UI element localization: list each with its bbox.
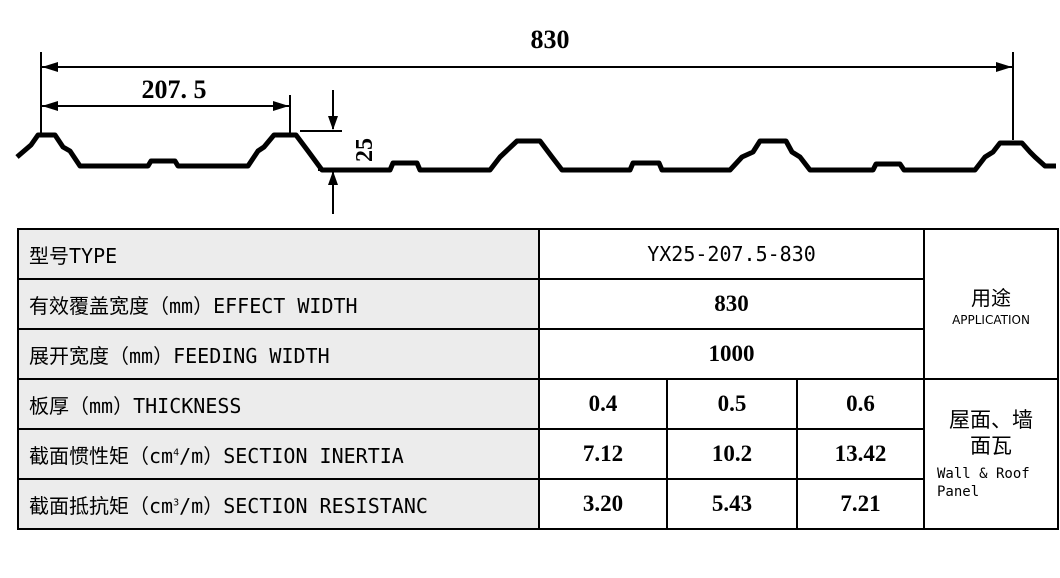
application-cn: 用途 (971, 285, 1011, 310)
resistance-label-pre: 截面抵抗矩（cm (29, 493, 174, 518)
thickness-value: 0.6 (796, 378, 925, 430)
application-cell: 用途 APPLICATION (923, 228, 1059, 380)
arrow-right-total (996, 62, 1012, 72)
inertia-label: 截面惯性矩（cm4/m）SECTION INERTIA (17, 428, 540, 480)
table-row-type: 型号TYPE YX25-207.5-830 用途 APPLICATION (17, 228, 1059, 380)
resistance-value: 3.20 (538, 478, 668, 530)
inertia-value: 10.2 (666, 428, 798, 480)
resistance-label: 截面抵抗矩（cm3/m）SECTION RESISTANC (17, 478, 540, 530)
dim-height-label: 25 (352, 138, 378, 162)
thickness-label: 板厚（mm）THICKNESS (17, 378, 540, 430)
dim-pitch-label: 207. 5 (142, 75, 207, 104)
inertia-value: 13.42 (796, 428, 925, 480)
height-arrow-top (328, 116, 338, 130)
resistance-value: 7.21 (796, 478, 925, 530)
usage-en: Wall & Roof Panel (937, 466, 1030, 500)
table-row-feeding-width: 展开宽度（mm）FEEDING WIDTH 1000 (17, 328, 1058, 380)
spec-table: 型号TYPE YX25-207.5-830 用途 APPLICATION 有效覆… (17, 228, 1059, 530)
inertia-label-pre: 截面惯性矩（cm (29, 443, 174, 468)
type-value: YX25-207.5-830 (538, 228, 925, 280)
inertia-label-post: /m）SECTION INERTIA (179, 443, 404, 468)
dim-total-label: 830 (531, 25, 570, 54)
resistance-label-post: /m）SECTION RESISTANC (179, 493, 428, 518)
feeding-width-label: 展开宽度（mm）FEEDING WIDTH (17, 328, 540, 380)
resistance-label-sup: 3 (173, 496, 180, 508)
feeding-width-value: 1000 (538, 328, 925, 380)
table-row-resistance: 截面抵抗矩（cm3/m）SECTION RESISTANC 3.20 5.43 … (17, 478, 1058, 530)
profile-drawing: 830 207. 5 25 (15, 25, 1056, 214)
usage-cn-line1: 屋面、墙 (949, 408, 1033, 432)
usage-cell: 屋面、墙 面瓦 Wall & Roof Panel (923, 378, 1059, 530)
arrow-left-total (42, 62, 58, 72)
height-arrow-bottom (328, 171, 338, 185)
usage-cn-line2: 面瓦 (970, 434, 1012, 458)
table-row-effect-width: 有效覆盖宽度（mm）EFFECT WIDTH 830 (17, 278, 1058, 330)
arrow-left-pitch (42, 101, 58, 111)
panel-profile (15, 132, 1056, 173)
arrow-right-pitch (273, 101, 289, 111)
effect-width-value: 830 (538, 278, 925, 330)
resistance-value: 5.43 (666, 478, 798, 530)
table-row-inertia: 截面惯性矩（cm4/m）SECTION INERTIA 7.12 10.2 13… (17, 428, 1058, 480)
thickness-value: 0.4 (538, 378, 668, 430)
table-row-thickness: 板厚（mm）THICKNESS 0.4 0.5 0.6 屋面、墙 面瓦 Wall… (17, 378, 1059, 530)
inertia-label-sup: 4 (173, 446, 180, 458)
thickness-value: 0.5 (666, 378, 798, 430)
effect-width-label: 有效覆盖宽度（mm）EFFECT WIDTH (17, 278, 540, 330)
inertia-value: 7.12 (538, 428, 668, 480)
application-en: APPLICATION (952, 312, 1030, 327)
type-label: 型号TYPE (17, 228, 540, 280)
